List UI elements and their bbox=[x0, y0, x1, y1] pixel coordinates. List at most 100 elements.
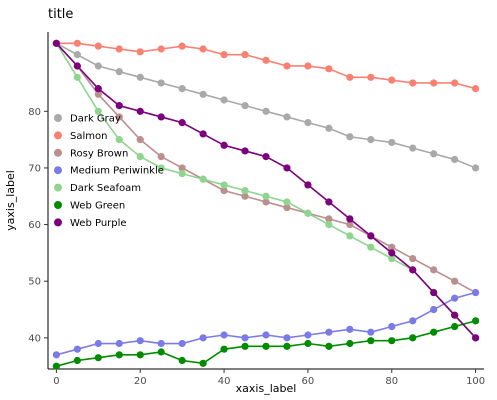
data-point bbox=[283, 113, 291, 121]
y-tick-label: 50 bbox=[28, 277, 41, 288]
data-point bbox=[472, 288, 480, 297]
series-medium-periwinkle bbox=[52, 288, 480, 359]
series-salmon bbox=[52, 39, 480, 93]
data-point bbox=[94, 354, 102, 362]
data-point bbox=[283, 62, 291, 70]
x-tick-label: 80 bbox=[385, 376, 398, 387]
data-point bbox=[94, 62, 102, 70]
data-point bbox=[472, 334, 480, 342]
data-point bbox=[409, 254, 417, 263]
data-point bbox=[115, 102, 123, 110]
data-point bbox=[409, 79, 417, 87]
chart-title: title bbox=[48, 7, 73, 22]
data-point bbox=[199, 175, 207, 183]
data-point bbox=[157, 113, 165, 121]
data-point bbox=[115, 351, 123, 359]
data-point bbox=[346, 220, 354, 229]
legend-label: Medium Periwinkle bbox=[70, 166, 164, 177]
data-point bbox=[115, 68, 123, 76]
data-point bbox=[388, 337, 396, 345]
data-point bbox=[178, 164, 186, 172]
data-point bbox=[241, 102, 249, 110]
data-point bbox=[367, 243, 375, 251]
data-point bbox=[73, 356, 81, 365]
data-point bbox=[325, 215, 333, 223]
legend-marker bbox=[54, 183, 62, 192]
legend-marker bbox=[54, 148, 62, 157]
data-point bbox=[52, 351, 60, 359]
data-point bbox=[325, 124, 333, 132]
data-point bbox=[388, 138, 396, 147]
data-point bbox=[304, 119, 312, 127]
data-point bbox=[304, 331, 312, 339]
legend-item: Medium Periwinkle bbox=[54, 166, 164, 177]
data-point bbox=[472, 164, 480, 172]
data-point bbox=[262, 198, 270, 206]
data-point bbox=[346, 133, 354, 141]
data-point bbox=[73, 345, 81, 353]
data-point bbox=[241, 192, 249, 200]
legend-label: Rosy Brown bbox=[70, 148, 128, 159]
data-point bbox=[73, 39, 81, 47]
data-point bbox=[430, 305, 438, 314]
data-point bbox=[283, 198, 291, 206]
data-point bbox=[178, 119, 186, 127]
data-point bbox=[304, 181, 312, 189]
data-point bbox=[262, 107, 270, 115]
data-point bbox=[52, 39, 60, 47]
y-tick-label: 80 bbox=[28, 107, 41, 118]
legend-marker bbox=[54, 166, 62, 175]
data-point bbox=[157, 79, 165, 87]
data-point bbox=[94, 85, 102, 93]
data-point bbox=[73, 62, 81, 70]
data-point bbox=[346, 215, 354, 223]
data-point bbox=[220, 51, 228, 59]
x-tick-label: 20 bbox=[134, 376, 147, 387]
data-point bbox=[451, 322, 459, 331]
legend-item: Dark Gray bbox=[54, 114, 121, 125]
data-point bbox=[52, 362, 60, 370]
data-point bbox=[73, 51, 81, 59]
data-point bbox=[346, 339, 354, 348]
data-point bbox=[430, 79, 438, 87]
legend-marker bbox=[54, 201, 62, 209]
data-point bbox=[367, 328, 375, 336]
data-point bbox=[157, 164, 165, 172]
data-point bbox=[136, 48, 144, 56]
data-point bbox=[409, 317, 417, 325]
data-point bbox=[262, 153, 270, 161]
data-point bbox=[178, 356, 186, 365]
x-tick-label: 0 bbox=[53, 376, 59, 387]
data-point bbox=[472, 317, 480, 325]
data-point bbox=[325, 198, 333, 206]
data-point bbox=[157, 153, 165, 161]
data-point bbox=[283, 164, 291, 172]
data-point bbox=[157, 348, 165, 356]
legend-marker bbox=[54, 218, 62, 227]
data-point bbox=[367, 73, 375, 81]
data-point bbox=[220, 141, 228, 149]
data-point bbox=[304, 209, 312, 217]
data-point bbox=[283, 342, 291, 350]
data-point bbox=[94, 90, 102, 98]
data-point bbox=[283, 203, 291, 212]
data-point bbox=[199, 130, 207, 138]
data-point bbox=[199, 359, 207, 367]
data-point bbox=[367, 337, 375, 345]
legend-label: Dark Seafoam bbox=[70, 183, 141, 194]
data-point bbox=[136, 153, 144, 161]
data-point bbox=[451, 294, 459, 302]
data-point bbox=[262, 56, 270, 64]
data-point bbox=[346, 325, 354, 333]
y-axis-title: yaxis_label bbox=[4, 170, 17, 231]
data-point bbox=[388, 322, 396, 331]
series-dark-gray bbox=[52, 39, 480, 172]
data-point bbox=[157, 339, 165, 348]
data-point bbox=[241, 186, 249, 195]
data-point bbox=[304, 62, 312, 70]
data-point bbox=[388, 249, 396, 257]
data-point bbox=[409, 266, 417, 274]
data-point bbox=[472, 85, 480, 93]
data-point bbox=[325, 328, 333, 336]
data-point bbox=[178, 169, 186, 178]
